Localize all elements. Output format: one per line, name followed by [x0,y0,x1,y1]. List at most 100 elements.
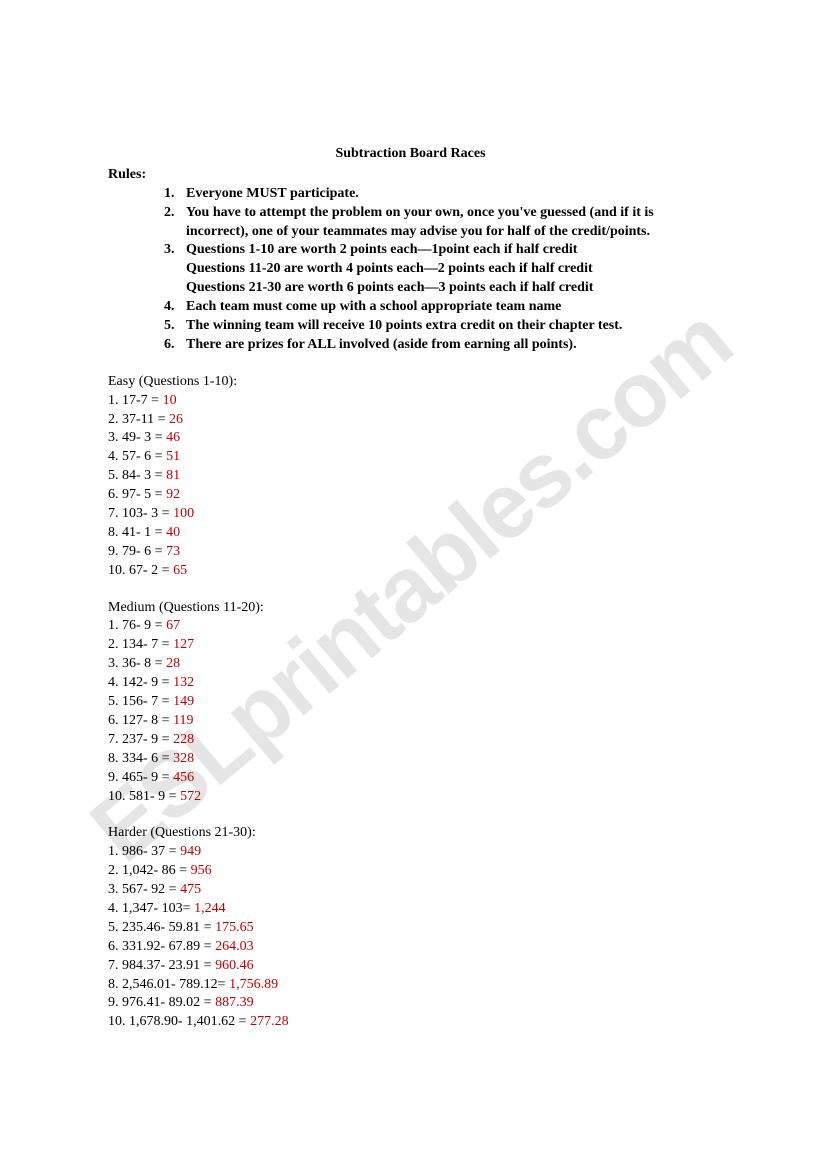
question-item: 10. 581- 9 = 572 [108,788,713,807]
section-header: Harder (Questions 21-30): [108,824,713,843]
question-item: 5. 156- 7 = 149 [108,693,713,712]
question-item: 3. 567- 92 = 475 [108,881,713,900]
answer-text: 456 [173,770,194,785]
answer-text: 67 [166,618,180,633]
answer-text: 960.46 [215,958,254,973]
answer-text: 132 [173,675,194,690]
answer-text: 51 [166,449,180,464]
answer-text: 81 [166,468,180,483]
rule-text: Each team must come up with a school app… [186,298,713,317]
question-item: 9. 79- 6 = 73 [108,543,713,562]
rule-number: 1. [164,185,186,204]
rule-number: 6. [164,336,186,355]
page-title: Subtraction Board Races [108,145,713,164]
rule-number: 5. [164,317,186,336]
question-item: 1. 76- 9 = 67 [108,617,713,636]
document-content: Subtraction Board Races Rules: 1.Everyon… [108,145,713,1032]
question-item: 9. 465- 9 = 456 [108,769,713,788]
question-item: 7. 984.37- 23.91 = 960.46 [108,957,713,976]
question-text: 6. 331.92- 67.89 = [108,939,215,954]
question-text: 10. 581- 9 = [108,789,180,804]
question-text: 1. 986- 37 = [108,844,180,859]
section-spacer [108,806,713,824]
answer-text: 26 [169,412,183,427]
question-text: 2. 1,042- 86 = [108,863,191,878]
rule-item: 2.You have to attempt the problem on you… [164,204,713,242]
question-item: 6. 127- 8 = 119 [108,712,713,731]
question-item: 1. 986- 37 = 949 [108,843,713,862]
rule-item: 1.Everyone MUST participate. [164,185,713,204]
question-text: 1. 17-7 = [108,393,163,408]
question-text: 9. 79- 6 = [108,544,166,559]
rules-header: Rules: [108,166,713,185]
question-item: 3. 49- 3 = 46 [108,429,713,448]
answer-text: 149 [173,694,194,709]
question-item: 5. 84- 3 = 81 [108,467,713,486]
answer-text: 73 [166,544,180,559]
question-text: 7. 984.37- 23.91 = [108,958,215,973]
question-text: 3. 567- 92 = [108,882,180,897]
question-text: 9. 976.41- 89.02 = [108,995,215,1010]
answer-text: 92 [166,487,180,502]
answer-text: 264.03 [215,939,254,954]
question-item: 9. 976.41- 89.02 = 887.39 [108,994,713,1013]
answer-text: 572 [180,789,201,804]
question-item: 10. 67- 2 = 65 [108,562,713,581]
answer-text: 46 [166,430,180,445]
question-text: 5. 156- 7 = [108,694,173,709]
answer-text: 475 [180,882,201,897]
answer-text: 65 [173,563,187,578]
question-text: 4. 1,347- 103= [108,901,194,916]
question-item: 1. 17-7 = 10 [108,392,713,411]
answer-text: 10 [163,393,177,408]
question-text: 8. 334- 6 = [108,751,173,766]
rule-number: 4. [164,298,186,317]
rule-item: 6.There are prizes for ALL involved (asi… [164,336,713,355]
section-spacer [108,581,713,599]
question-text: 9. 465- 9 = [108,770,173,785]
question-item: 6. 331.92- 67.89 = 264.03 [108,938,713,957]
question-item: 4. 142- 9 = 132 [108,674,713,693]
section-header: Medium (Questions 11-20): [108,599,713,618]
question-item: 8. 334- 6 = 328 [108,750,713,769]
question-text: 7. 103- 3 = [108,506,173,521]
question-text: 8. 41- 1 = [108,525,166,540]
question-item: 8. 2,546.01- 789.12= 1,756.89 [108,976,713,995]
question-item: 7. 237- 9 = 228 [108,731,713,750]
section-spacer [108,355,713,373]
rule-text: Questions 1-10 are worth 2 points each—1… [186,241,713,298]
question-text: 3. 49- 3 = [108,430,166,445]
question-item: 4. 1,347- 103= 1,244 [108,900,713,919]
question-text: 5. 235.46- 59.81 = [108,920,215,935]
question-text: 1. 76- 9 = [108,618,166,633]
answer-text: 277.28 [250,1014,289,1029]
rule-number: 2. [164,204,186,242]
answer-text: 1,244 [194,901,226,916]
answer-text: 887.39 [215,995,254,1010]
question-list: 1. 17-7 = 102. 37-11 = 263. 49- 3 = 464.… [108,392,713,581]
answer-text: 1,756.89 [229,977,278,992]
question-text: 10. 1,678.90- 1,401.62 = [108,1014,250,1029]
question-text: 3. 36- 8 = [108,656,166,671]
question-item: 7. 103- 3 = 100 [108,505,713,524]
rule-text: The winning team will receive 10 points … [186,317,713,336]
question-text: 4. 142- 9 = [108,675,173,690]
question-item: 4. 57- 6 = 51 [108,448,713,467]
answer-text: 119 [173,713,193,728]
question-text: 5. 84- 3 = [108,468,166,483]
question-text: 8. 2,546.01- 789.12= [108,977,229,992]
answer-text: 328 [173,751,194,766]
question-item: 2. 1,042- 86 = 956 [108,862,713,881]
rule-text: There are prizes for ALL involved (aside… [186,336,713,355]
answer-text: 949 [180,844,201,859]
question-text: 2. 134- 7 = [108,637,173,652]
section-header: Easy (Questions 1-10): [108,373,713,392]
rule-item: 3.Questions 1-10 are worth 2 points each… [164,241,713,298]
question-text: 10. 67- 2 = [108,563,173,578]
question-item: 3. 36- 8 = 28 [108,655,713,674]
rule-number: 3. [164,241,186,298]
question-item: 6. 97- 5 = 92 [108,486,713,505]
question-item: 2. 134- 7 = 127 [108,636,713,655]
question-list: 1. 76- 9 = 672. 134- 7 = 1273. 36- 8 = 2… [108,617,713,806]
question-item: 2. 37-11 = 26 [108,411,713,430]
